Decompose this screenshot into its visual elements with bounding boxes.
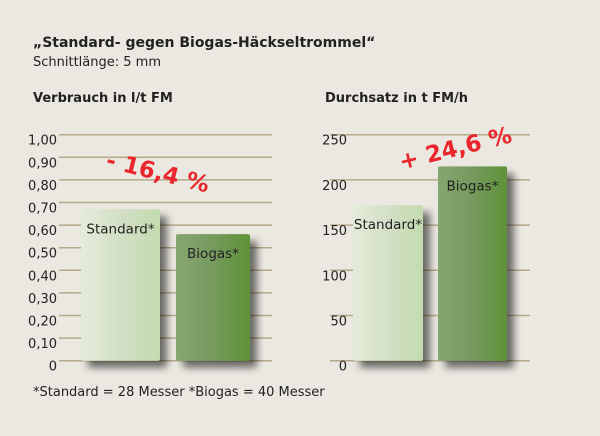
- chart-title-verbrauch: Verbrauch in l/t FM: [33, 91, 173, 106]
- bar-standard: [81, 209, 160, 361]
- y-tick-label: 150: [322, 224, 347, 239]
- y-tick-label: 50: [330, 315, 347, 330]
- y-tick-label: 0,50: [28, 247, 57, 262]
- y-tick-label: 0,20: [28, 315, 57, 330]
- y-tick-label: 0,60: [28, 224, 57, 239]
- footnote: *Standard = 28 Messer *Biogas = 40 Messe…: [33, 385, 325, 400]
- y-tick-label: 0,90: [28, 156, 57, 171]
- y-tick-label: 200: [322, 179, 347, 194]
- y-tick-label: 0,40: [28, 269, 57, 284]
- y-tick-label: 100: [322, 269, 347, 284]
- y-tick-label: 0: [339, 360, 347, 375]
- bar-label: Biogas*: [187, 246, 239, 262]
- bar-label: Standard*: [86, 221, 154, 237]
- bar-label: Standard*: [354, 217, 422, 233]
- y-tick-label: 1,00: [28, 134, 57, 149]
- chart-title-durchsatz: Durchsatz in t FM/h: [325, 91, 469, 106]
- bar-standard: [353, 205, 423, 361]
- y-tick-label: 0: [49, 360, 57, 375]
- bar-biogas: [438, 166, 507, 361]
- y-tick-label: 0,30: [28, 292, 57, 307]
- bar-label: Biogas*: [447, 178, 499, 194]
- figure-subtitle: Schnittlänge: 5 mm: [33, 55, 161, 70]
- y-tick-label: 0,70: [28, 202, 57, 217]
- y-tick-label: 250: [322, 134, 347, 149]
- y-tick-label: 0,80: [28, 179, 57, 194]
- figure-title: „Standard- gegen Biogas-Häckseltrommel“: [33, 35, 376, 51]
- y-tick-label: 0,10: [28, 337, 57, 352]
- bar-biogas: [176, 234, 250, 361]
